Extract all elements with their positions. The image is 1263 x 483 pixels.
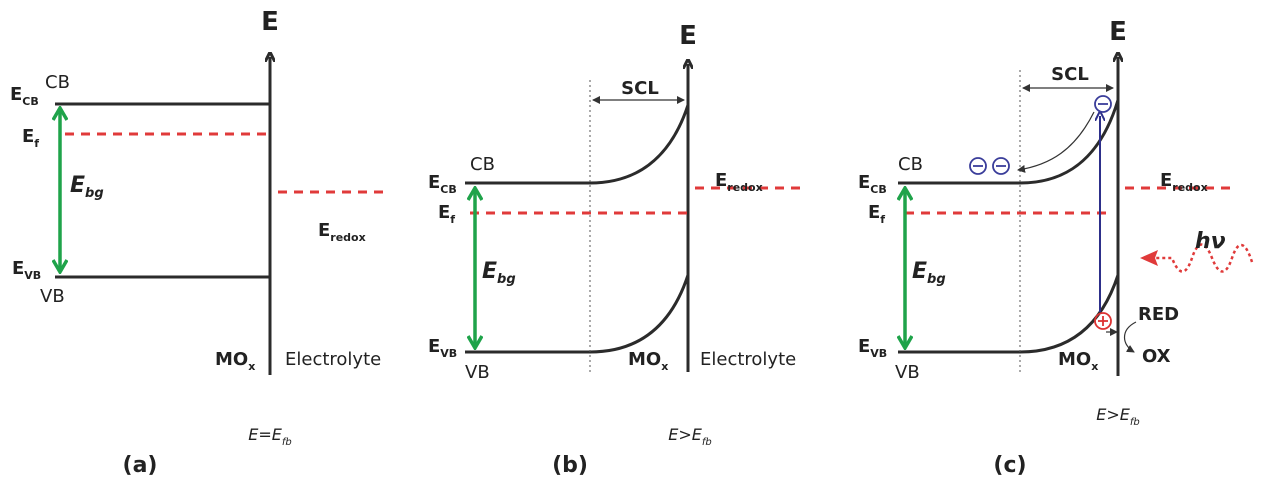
ecb-label: ECB [10,84,39,108]
eredox-label-main: E [715,170,727,191]
ebg-label-main: E [70,173,85,198]
mox-label: MOx [628,349,668,373]
ebg-label-main: E [912,259,927,284]
ecb-label-sub: CB [22,95,38,108]
ef-label: Ef [438,202,455,226]
eredox-label-sub: redox [1172,181,1207,194]
valence-band [898,274,1120,354]
red-label: RED [1138,304,1179,325]
eredox-label-main: E [318,220,330,241]
condition: E>Efb [1096,405,1140,428]
vb-label: VB [895,362,920,383]
condition-sub: fb [282,437,292,448]
axis-label: E [679,21,697,51]
evb-label: EVB [858,336,887,360]
valence-band [465,274,690,354]
panel-caption: (b) [552,453,588,478]
ef-label-main: E [22,126,34,147]
eredox-label-main: E [1160,170,1172,191]
mox-label-sub: x [661,360,668,373]
ecb-label-main: E [858,172,870,193]
conduction-band [465,104,690,185]
evb-label-sub: VB [24,269,41,282]
panel-b-shapes [465,64,805,372]
condition-sub: fb [1130,417,1140,428]
mox-label: MOx [215,349,255,373]
axis-label: E [261,7,279,37]
mox-label-sub: x [248,360,255,373]
vb-label: VB [465,362,490,383]
ebg-label-main: E [482,259,497,284]
panel-a-shapes [55,57,385,375]
ef-label-main: E [438,202,450,223]
ecb-label: ECB [858,172,887,196]
scl-label: SCL [621,78,659,99]
ef-label-main: E [868,202,880,223]
evb-label-sub: VB [440,347,457,360]
evb-label-main: E [428,336,440,357]
electron-symbols [969,95,1112,175]
eredox-label: Eredox [318,220,366,244]
condition-main: E>E [668,425,703,444]
condition-main: E=E [248,425,283,444]
ox-label: OX [1142,346,1171,367]
ecb-label-main: E [428,172,440,193]
condition: E=Efb [248,425,292,448]
condition-main: E>E [1096,405,1131,424]
ef-label-sub: f [880,213,885,226]
redox-arrow [1123,321,1137,353]
evb-label-sub: VB [870,347,887,360]
ecb-label-sub: CB [440,183,456,196]
evb-label-main: E [858,336,870,357]
vb-label: VB [40,286,65,307]
eredox-label: Eredox [1160,170,1208,194]
mox-label-main: MO [1058,349,1091,370]
conduction-band [898,99,1120,185]
ebg-label-sub: bg [497,272,516,287]
hole-symbol [1094,312,1112,330]
eredox-label: Eredox [715,170,763,194]
eredox-label-sub: redox [330,231,365,244]
electron-transfer-arrow [1017,111,1095,173]
light-wave [1155,243,1254,273]
ebg-label-sub: bg [85,186,104,201]
ef-label-sub: f [34,137,39,150]
evb-label: EVB [12,258,41,282]
cb-label: CB [470,154,495,175]
ef-label-sub: f [450,213,455,226]
evb-label-main: E [12,258,24,279]
mox-label-sub: x [1091,360,1098,373]
cb-label: CB [898,154,923,175]
mox-label-main: MO [215,349,248,370]
ecb-label: ECB [428,172,457,196]
panel-c-shapes [898,57,1254,376]
ebg-label: Ebg [912,259,946,287]
condition-sub: fb [702,437,712,448]
condition: E>Efb [668,425,712,448]
ebg-label: Ebg [70,173,104,201]
hv-label: hν [1195,229,1226,254]
evb-label: EVB [428,336,457,360]
electrolyte-label: Electrolyte [700,349,796,370]
ebg-label: Ebg [482,259,516,287]
ebg-label-sub: bg [927,272,946,287]
mox-label-main: MO [628,349,661,370]
electrolyte-label: Electrolyte [285,349,381,370]
axis-label: E [1109,17,1127,47]
ecb-label-sub: CB [870,183,886,196]
ef-label: Ef [868,202,885,226]
panel-caption: (c) [993,453,1026,478]
ecb-label-main: E [10,84,22,105]
scl-label: SCL [1051,64,1089,85]
panel-caption: (a) [123,453,158,478]
light-arrowhead [1140,250,1158,266]
ef-label: Ef [22,126,39,150]
mox-label: MOx [1058,349,1098,373]
cb-label: CB [45,72,70,93]
eredox-label-sub: redox [727,181,762,194]
